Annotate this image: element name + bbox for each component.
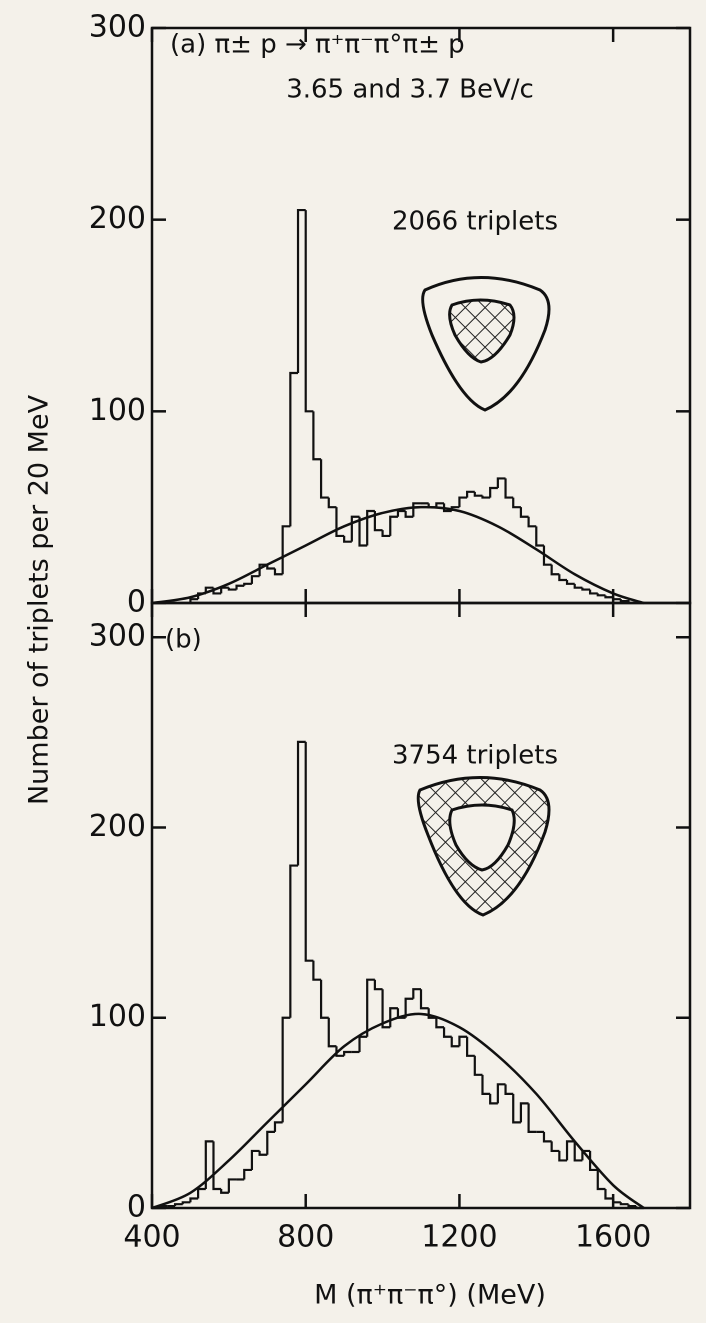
y-tick-label: 200 <box>89 201 146 236</box>
x-tick-label: 400 <box>123 1220 180 1255</box>
annotation: 3754 triplets <box>392 741 558 771</box>
background <box>0 0 706 1323</box>
x-axis-label: M (π⁺π⁻π°) (MeV) <box>314 1280 546 1311</box>
annotation: 2066 triplets <box>392 207 558 237</box>
x-tick-label: 1600 <box>575 1220 651 1255</box>
y-axis-label: Number of triplets per 20 MeV <box>24 394 55 805</box>
annotation: (a) π± p → π⁺π⁻π°π± p <box>170 30 465 60</box>
annotation: 3.65 and 3.7 BeV/c <box>286 75 534 105</box>
x-tick-label: 800 <box>277 1220 334 1255</box>
y-tick-label: 0 <box>127 585 146 620</box>
y-tick-label: 300 <box>89 10 146 45</box>
y-tick-label: 200 <box>89 809 146 844</box>
chart: Number of triplets per 20 MeV M (π⁺π⁻π°)… <box>0 0 706 1323</box>
y-tick-label: 100 <box>89 999 146 1034</box>
y-tick-label: 300 <box>89 619 146 654</box>
annotation: (b) <box>165 625 202 655</box>
y-tick-label: 100 <box>89 393 146 428</box>
x-tick-label: 1200 <box>421 1220 497 1255</box>
